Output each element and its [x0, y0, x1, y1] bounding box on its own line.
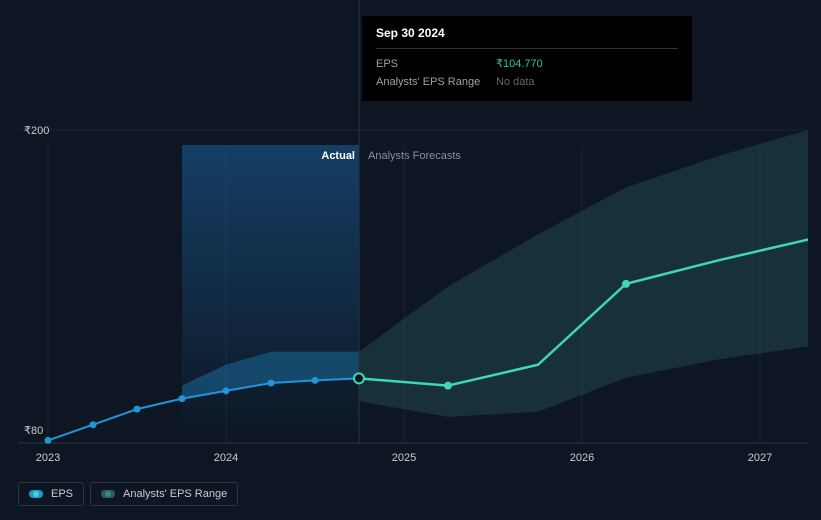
tooltip-row-eps: EPS ₹104.770 — [376, 55, 678, 73]
tooltip-value-eps: ₹104.770 — [496, 55, 543, 73]
x-tick-2027: 2027 — [748, 452, 772, 464]
x-tick-2023: 2023 — [36, 452, 60, 464]
eps-chart-container: Actual Analysts Forecasts ₹200 ₹80 2023 … — [0, 0, 821, 520]
tooltip-label-range: Analysts' EPS Range — [376, 73, 496, 91]
legend-label-eps: EPS — [51, 488, 73, 500]
tooltip-label-eps: EPS — [376, 55, 496, 73]
y-tick-200: ₹200 — [24, 124, 49, 137]
y-tick-80: ₹80 — [24, 424, 43, 437]
legend-swatch-range — [101, 490, 115, 498]
x-tick-2025: 2025 — [392, 452, 416, 464]
tooltip-row-range: Analysts' EPS Range No data — [376, 73, 678, 91]
x-tick-2024: 2024 — [214, 452, 238, 464]
actual-section-label: Actual — [321, 150, 355, 162]
legend-item-range[interactable]: Analysts' EPS Range — [90, 482, 238, 506]
legend-label-range: Analysts' EPS Range — [123, 488, 227, 500]
x-tick-2026: 2026 — [570, 452, 594, 464]
forecast-section-label: Analysts Forecasts — [368, 150, 461, 162]
chart-tooltip: Sep 30 2024 EPS ₹104.770 Analysts' EPS R… — [362, 16, 692, 101]
chart-legend: EPS Analysts' EPS Range — [18, 482, 238, 506]
legend-swatch-eps — [29, 490, 43, 498]
legend-item-eps[interactable]: EPS — [18, 482, 84, 506]
tooltip-title: Sep 30 2024 — [376, 26, 678, 49]
tooltip-value-range: No data — [496, 73, 535, 91]
